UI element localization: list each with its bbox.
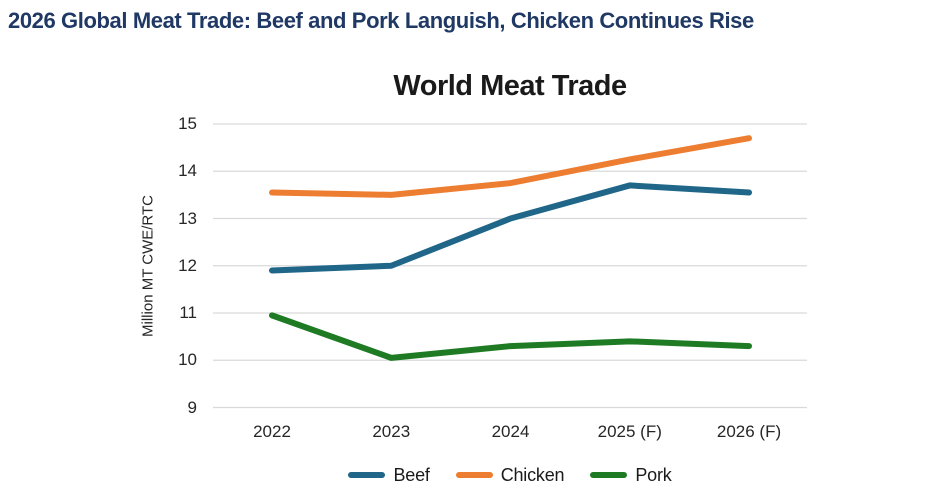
- legend-swatch-beef: [348, 472, 386, 478]
- legend-label: Pork: [635, 464, 672, 485]
- y-tick-label: 10: [178, 350, 197, 370]
- series-line-chicken: [269, 135, 752, 198]
- legend-swatch-chicken: [455, 472, 493, 478]
- legend-item-beef: Beef: [348, 464, 430, 486]
- legend-label: Chicken: [500, 464, 565, 485]
- x-tick-label: 2022: [253, 422, 291, 441]
- legend-label: Beef: [393, 464, 430, 485]
- chart-legend: Beef Chicken Pork: [213, 462, 807, 488]
- x-tick-label: 2023: [372, 422, 411, 441]
- legend-swatch-pork: [590, 472, 628, 478]
- y-tick-label: 14: [178, 161, 197, 181]
- series-line-beef: [269, 182, 752, 274]
- y-tick-label: 9: [187, 397, 197, 417]
- chart-title: World Meat Trade: [393, 70, 627, 102]
- y-tick-label: 13: [178, 208, 197, 228]
- legend-item-pork: Pork: [590, 464, 672, 486]
- page-headline: 2026 Global Meat Trade: Beef and Pork La…: [8, 8, 754, 33]
- y-tick-label: 11: [179, 303, 197, 322]
- series-line-pork: [269, 312, 752, 361]
- legend-item-chicken: Chicken: [455, 464, 565, 486]
- x-tick-label: 2025 (F): [597, 422, 662, 441]
- x-tick-label: 2024: [491, 422, 530, 441]
- y-tick-label: 15: [178, 114, 197, 133]
- x-tick-label: 2026 (F): [716, 422, 782, 441]
- y-tick-label: 12: [178, 255, 197, 275]
